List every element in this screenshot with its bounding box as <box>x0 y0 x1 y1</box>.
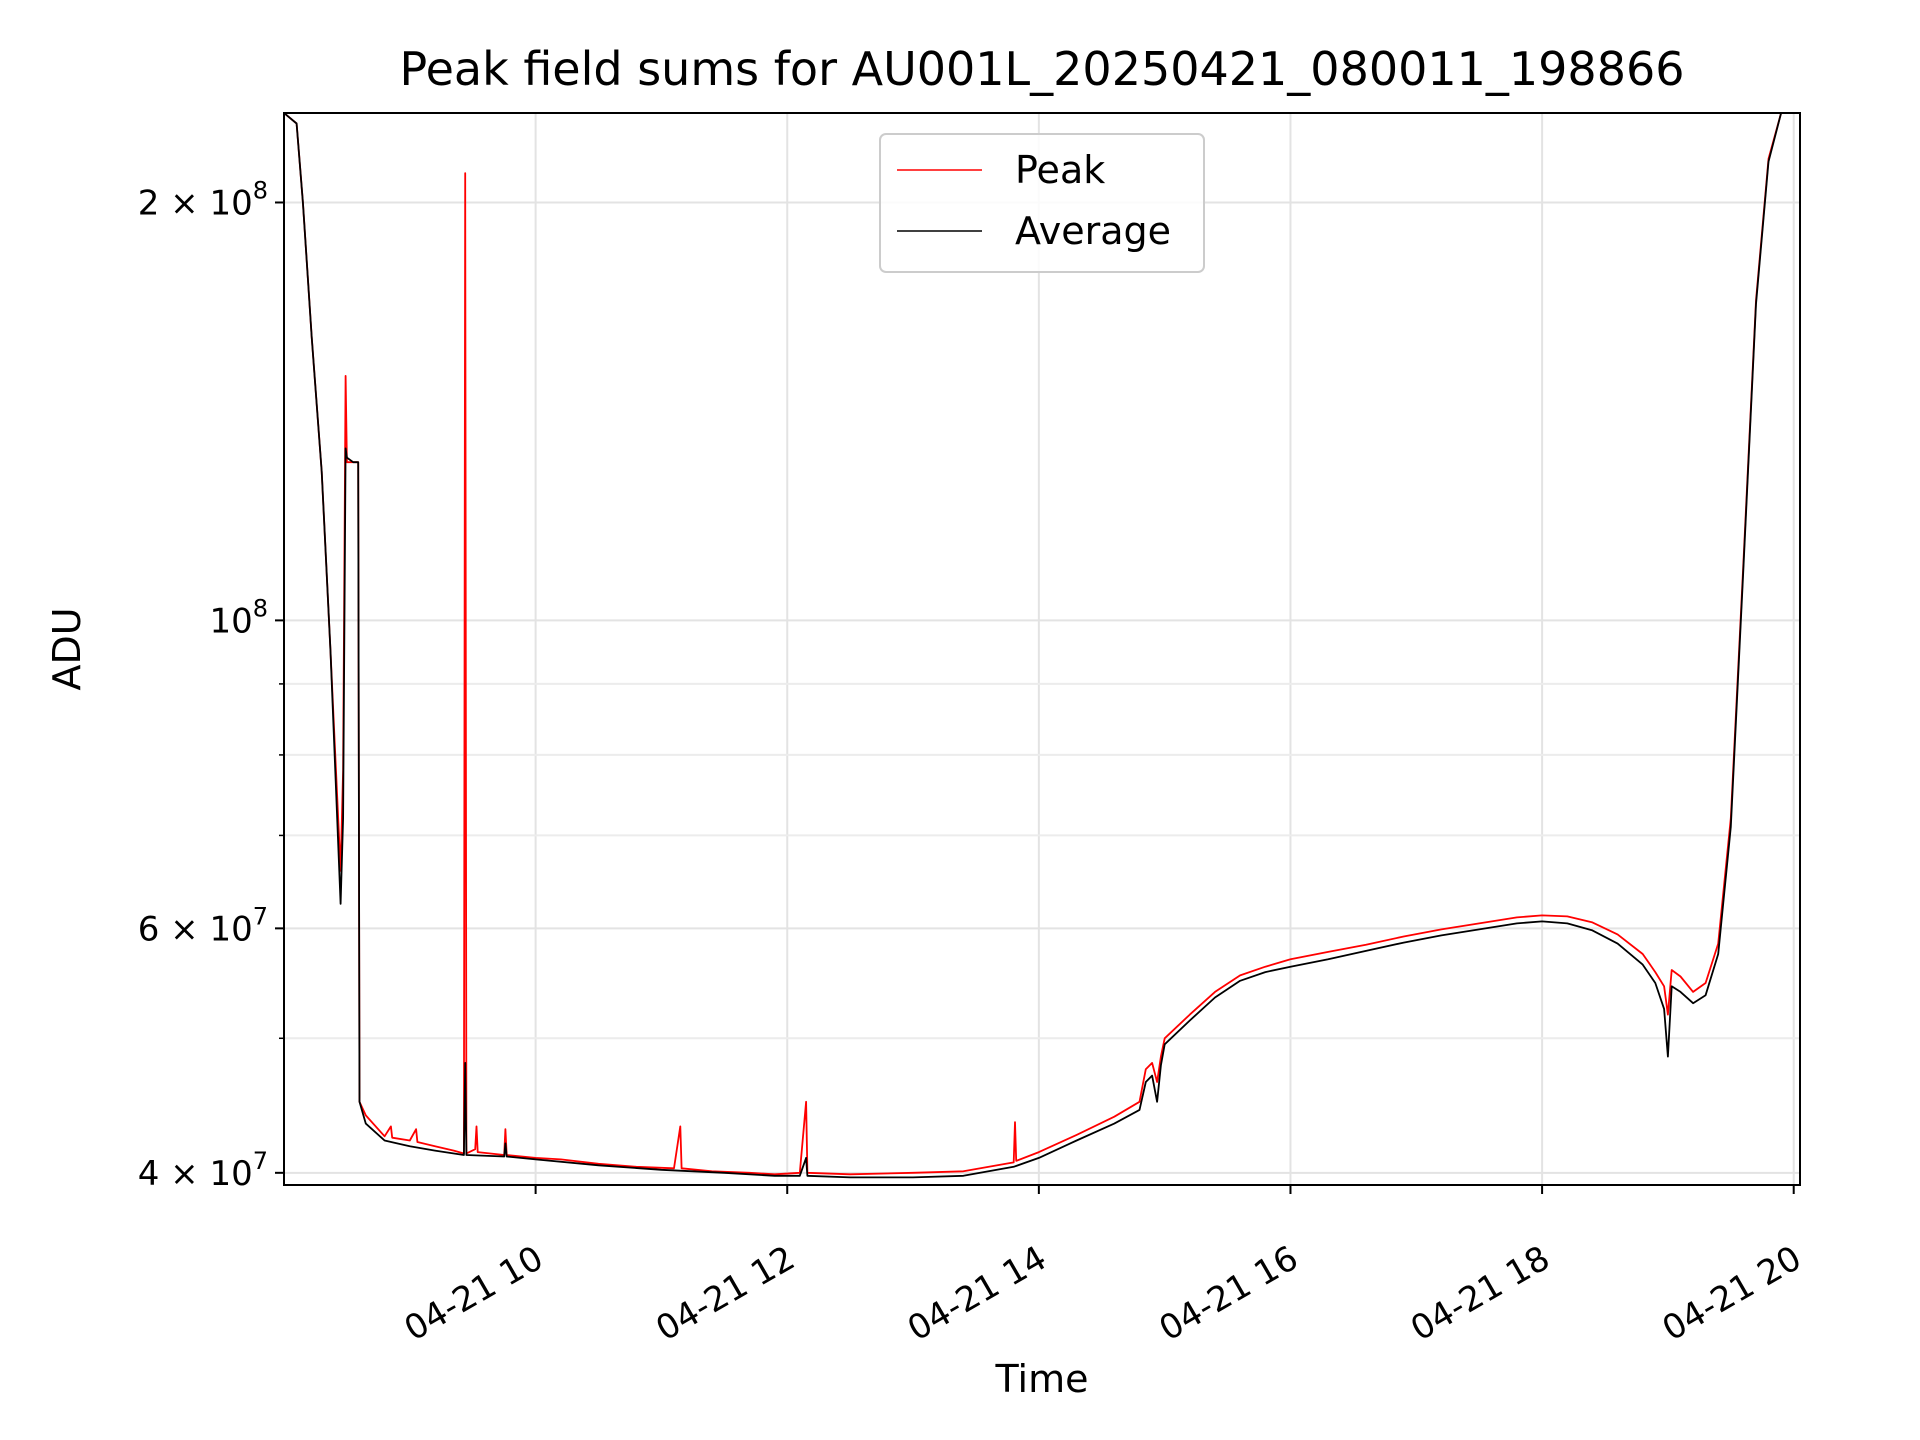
legend: Peak Average <box>879 133 1205 273</box>
y-axis: 4 × 107 6 × 107 108 2 × 108 <box>138 176 284 1194</box>
chart-title: Peak field sums for AU001L_20250421_0800… <box>399 42 1684 96</box>
plot-frame <box>283 112 1801 1186</box>
series-line-peak <box>284 113 1800 1176</box>
y-tick-label: 6 × 107 <box>138 902 268 949</box>
series-line-average <box>284 113 1800 1179</box>
y-tick-label: 4 × 107 <box>138 1147 268 1194</box>
y-tick-label: 2 × 108 <box>138 176 268 223</box>
legend-label-peak: Peak <box>1015 148 1105 192</box>
x-axis-label: Time <box>995 1357 1089 1401</box>
legend-box <box>879 133 1205 273</box>
legend-label-average: Average <box>1015 209 1171 253</box>
y-tick-label: 108 <box>209 594 268 641</box>
series-layer <box>284 113 1800 1179</box>
y-axis-label: ADU <box>45 607 89 690</box>
